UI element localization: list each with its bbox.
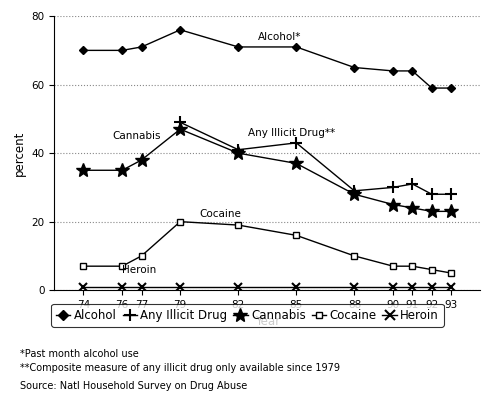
Heroin [351, 285, 357, 289]
Y-axis label: percent: percent [13, 131, 26, 176]
Cannabis [390, 202, 396, 207]
Cannabis [351, 192, 357, 197]
Text: Cocaine: Cocaine [199, 208, 242, 218]
Legend: Alcohol, Any Illicit Drug, Cannabis, Cocaine, Heroin: Alcohol, Any Illicit Drug, Cannabis, Coc… [51, 304, 444, 326]
Line: Alcohol: Alcohol [81, 27, 454, 91]
Any Illicit Drug [177, 120, 183, 125]
Alcohol [294, 44, 299, 49]
Alcohol [177, 27, 183, 32]
Heroin [448, 285, 454, 289]
Cocaine [139, 253, 145, 258]
Cocaine [390, 264, 396, 268]
Alcohol [351, 65, 357, 70]
Alcohol [429, 85, 435, 90]
Any Illicit Drug [235, 147, 241, 152]
Cannabis [448, 209, 454, 214]
Line: Cannabis: Cannabis [77, 122, 458, 218]
Cocaine [81, 264, 87, 268]
Cannabis [177, 127, 183, 131]
Cannabis [429, 209, 435, 214]
Alcohol [409, 69, 415, 73]
Any Illicit Drug [409, 181, 415, 186]
Cannabis [81, 168, 87, 172]
Cocaine [119, 264, 125, 268]
Any Illicit Drug [294, 140, 299, 145]
Cocaine [448, 271, 454, 276]
Alcohol [81, 48, 87, 53]
Text: **Composite measure of any illicit drug only available since 1979: **Composite measure of any illicit drug … [20, 363, 340, 373]
Cannabis [409, 206, 415, 210]
Heroin [235, 285, 241, 289]
Any Illicit Drug [390, 185, 396, 190]
Cannabis [235, 151, 241, 156]
Heroin [81, 285, 87, 289]
Line: Cocaine: Cocaine [80, 218, 454, 276]
Any Illicit Drug [429, 192, 435, 197]
X-axis label: Year: Year [255, 316, 280, 328]
Heroin [409, 285, 415, 289]
Alcohol [235, 44, 241, 49]
Cocaine [235, 222, 241, 227]
Alcohol [119, 48, 125, 53]
Heroin [119, 285, 125, 289]
Cocaine [294, 233, 299, 238]
Text: Source: Natl Household Survey on Drug Abuse: Source: Natl Household Survey on Drug Ab… [20, 381, 247, 391]
Text: Cannabis: Cannabis [112, 131, 161, 141]
Cannabis [139, 158, 145, 162]
Text: *Past month alcohol use: *Past month alcohol use [20, 349, 139, 359]
Heroin [294, 285, 299, 289]
Text: Alcohol*: Alcohol* [257, 32, 301, 42]
Alcohol [139, 44, 145, 49]
Cocaine [351, 253, 357, 258]
Heroin [390, 285, 396, 289]
Cocaine [429, 267, 435, 272]
Cocaine [409, 264, 415, 268]
Cannabis [119, 168, 125, 172]
Cannabis [294, 161, 299, 166]
Alcohol [448, 85, 454, 90]
Line: Heroin: Heroin [79, 283, 455, 291]
Text: Heroin: Heroin [122, 265, 156, 275]
Line: Any Illicit Drug: Any Illicit Drug [175, 117, 457, 200]
Cocaine [177, 219, 183, 224]
Heroin [429, 285, 435, 289]
Heroin [177, 285, 183, 289]
Text: Any Illicit Drug**: Any Illicit Drug** [248, 128, 335, 138]
Any Illicit Drug [448, 192, 454, 197]
Any Illicit Drug [351, 188, 357, 193]
Alcohol [390, 69, 396, 73]
Heroin [139, 285, 145, 289]
